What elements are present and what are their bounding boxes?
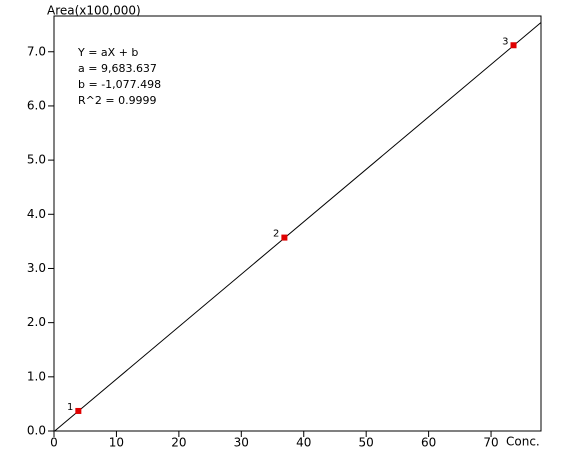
point-label: 2 — [273, 229, 279, 240]
x-tick-label: 30 — [234, 436, 249, 450]
y-tick-label: 7.0 — [27, 44, 46, 58]
y-tick-label: 3.0 — [27, 261, 46, 275]
data-point — [510, 42, 517, 49]
x-tick-label: 20 — [171, 436, 186, 450]
y-tick-label: 0.0 — [27, 424, 46, 438]
y-tick-label: 2.0 — [27, 315, 46, 329]
data-point — [75, 407, 82, 414]
annotation: R^2 = 0.9999 — [78, 94, 157, 107]
plot-frame — [53, 15, 542, 432]
y-tick-label: 1.0 — [27, 369, 46, 383]
x-tick-label: 70 — [483, 436, 498, 450]
x-tick-label: 40 — [296, 436, 311, 450]
x-tick-label: 60 — [421, 436, 436, 450]
y-tick-label: 4.0 — [27, 207, 46, 221]
point-label: 1 — [67, 402, 73, 413]
annotation: Y = aX + b — [77, 46, 138, 59]
data-point — [281, 234, 288, 241]
x-tick-label: 0 — [50, 436, 58, 450]
x-axis-label: Conc. — [506, 435, 540, 449]
annotation: b = -1,077.498 — [78, 78, 161, 91]
x-tick-label: 10 — [109, 436, 124, 450]
y-axis-label: Area(x100,000) — [47, 4, 141, 18]
x-tick-label: 50 — [359, 436, 374, 450]
y-tick-label: 5.0 — [27, 153, 46, 167]
fit-line — [54, 22, 542, 432]
y-tick-label: 6.0 — [27, 98, 46, 112]
annotation: a = 9,683.637 — [78, 62, 157, 75]
point-label: 3 — [502, 36, 508, 47]
